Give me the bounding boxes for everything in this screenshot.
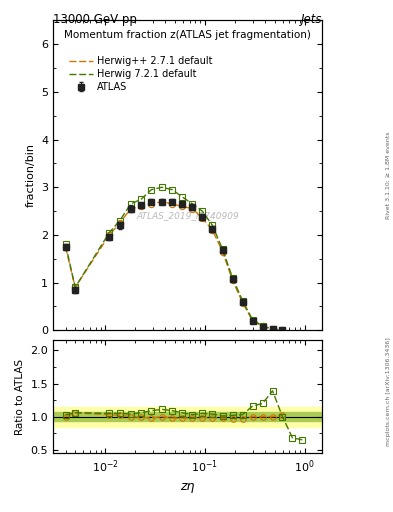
Line: Herwig++ 2.7.1 default: Herwig++ 2.7.1 default — [66, 202, 283, 330]
Herwig++ 2.7.1 default — [63, 244, 68, 250]
Herwig++ 2.7.1 default — [170, 201, 174, 207]
Herwig 7.2.1 default — [128, 201, 133, 207]
Text: Rivet 3.1.10; ≥ 1.8M events: Rivet 3.1.10; ≥ 1.8M events — [386, 132, 391, 219]
Herwig 7.2.1 default — [240, 297, 245, 304]
Herwig 7.2.1 default — [230, 275, 235, 281]
Text: ATLAS_2019_I1740909: ATLAS_2019_I1740909 — [136, 211, 239, 220]
Herwig++ 2.7.1 default — [230, 277, 235, 283]
Herwig 7.2.1 default — [73, 284, 77, 290]
Bar — [53, 407, 322, 426]
Herwig++ 2.7.1 default — [220, 248, 225, 254]
Herwig 7.2.1 default — [107, 229, 112, 236]
Text: Momentum fraction z(ATLAS jet fragmentation): Momentum fraction z(ATLAS jet fragmentat… — [64, 30, 311, 40]
Herwig++ 2.7.1 default — [118, 220, 122, 226]
Herwig 7.2.1 default — [63, 241, 68, 247]
Line: Herwig 7.2.1 default: Herwig 7.2.1 default — [66, 187, 283, 330]
Herwig++ 2.7.1 default — [280, 327, 285, 333]
Herwig++ 2.7.1 default — [240, 300, 245, 306]
Y-axis label: fraction/bin: fraction/bin — [26, 143, 35, 207]
Herwig++ 2.7.1 default — [260, 324, 265, 330]
Herwig++ 2.7.1 default — [73, 284, 77, 290]
Y-axis label: Ratio to ATLAS: Ratio to ATLAS — [15, 359, 25, 435]
Legend: Herwig++ 2.7.1 default, Herwig 7.2.1 default, ATLAS: Herwig++ 2.7.1 default, Herwig 7.2.1 def… — [66, 53, 215, 95]
Herwig++ 2.7.1 default — [160, 199, 164, 205]
Herwig 7.2.1 default — [139, 196, 144, 202]
Bar — [53, 412, 322, 421]
Text: mcplots.cern.ch [arXiv:1306.3436]: mcplots.cern.ch [arXiv:1306.3436] — [386, 337, 391, 446]
Herwig++ 2.7.1 default — [180, 203, 184, 209]
Herwig 7.2.1 default — [170, 186, 174, 193]
Herwig 7.2.1 default — [250, 317, 255, 323]
Herwig 7.2.1 default — [210, 222, 215, 228]
Herwig++ 2.7.1 default — [200, 215, 205, 221]
Herwig 7.2.1 default — [260, 323, 265, 329]
Herwig++ 2.7.1 default — [128, 206, 133, 212]
X-axis label: zη: zη — [180, 480, 195, 493]
Herwig++ 2.7.1 default — [149, 201, 154, 207]
Herwig++ 2.7.1 default — [107, 232, 112, 238]
Herwig 7.2.1 default — [118, 218, 122, 224]
Herwig++ 2.7.1 default — [270, 326, 275, 332]
Herwig 7.2.1 default — [180, 194, 184, 200]
Herwig 7.2.1 default — [220, 246, 225, 252]
Herwig 7.2.1 default — [190, 201, 195, 207]
Herwig++ 2.7.1 default — [210, 227, 215, 233]
Text: Jets: Jets — [301, 13, 322, 26]
Herwig 7.2.1 default — [270, 326, 275, 332]
Herwig 7.2.1 default — [200, 208, 205, 214]
Text: 13000 GeV pp: 13000 GeV pp — [53, 13, 137, 26]
Herwig 7.2.1 default — [149, 186, 154, 193]
Herwig++ 2.7.1 default — [190, 206, 195, 212]
Herwig 7.2.1 default — [160, 184, 164, 190]
Herwig++ 2.7.1 default — [250, 317, 255, 324]
Herwig 7.2.1 default — [280, 327, 285, 333]
Herwig++ 2.7.1 default — [139, 203, 144, 209]
